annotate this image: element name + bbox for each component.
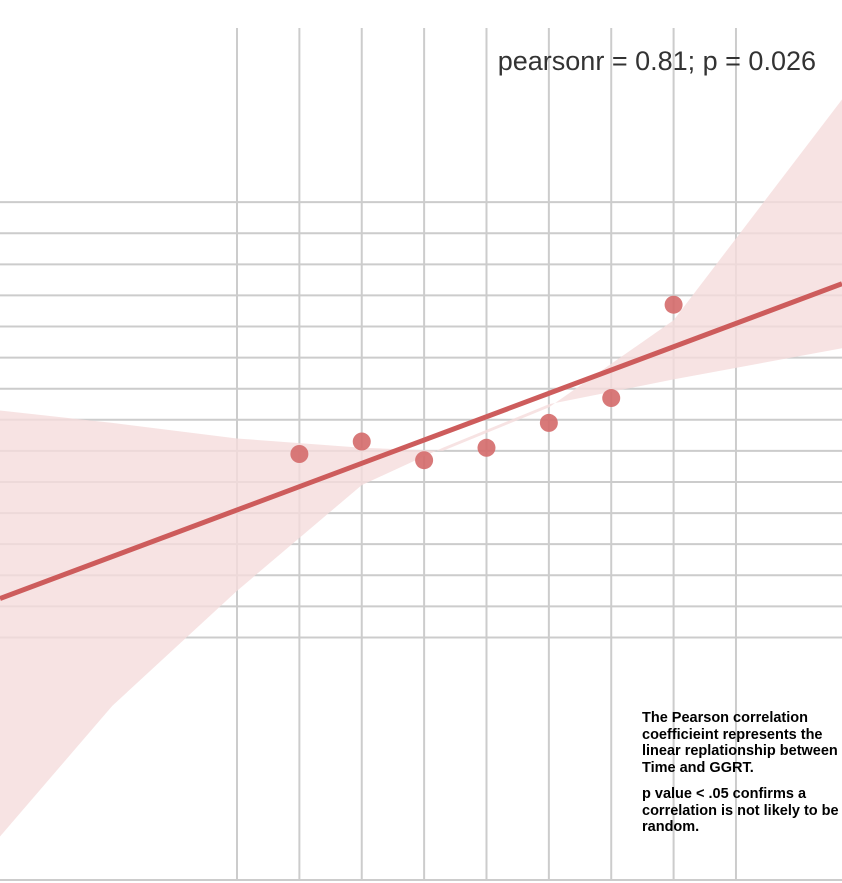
data-point — [415, 451, 434, 470]
data-point — [477, 438, 496, 457]
data-points — [290, 295, 683, 470]
note-line-1: The Pearson correlation coefficieint rep… — [642, 710, 838, 776]
data-point — [352, 432, 371, 451]
data-point — [664, 295, 683, 314]
regression-line — [0, 281, 842, 601]
data-point — [602, 389, 621, 408]
data-point — [539, 413, 558, 432]
pearson-annotation: pearsonr = 0.81; p = 0.026 — [497, 46, 816, 76]
explanation-note: The Pearson correlation coefficieint rep… — [642, 710, 842, 846]
note-line-2: p value < .05 confirms a correlation is … — [642, 786, 839, 835]
data-point — [290, 445, 309, 463]
confidence-band — [0, 99, 842, 837]
